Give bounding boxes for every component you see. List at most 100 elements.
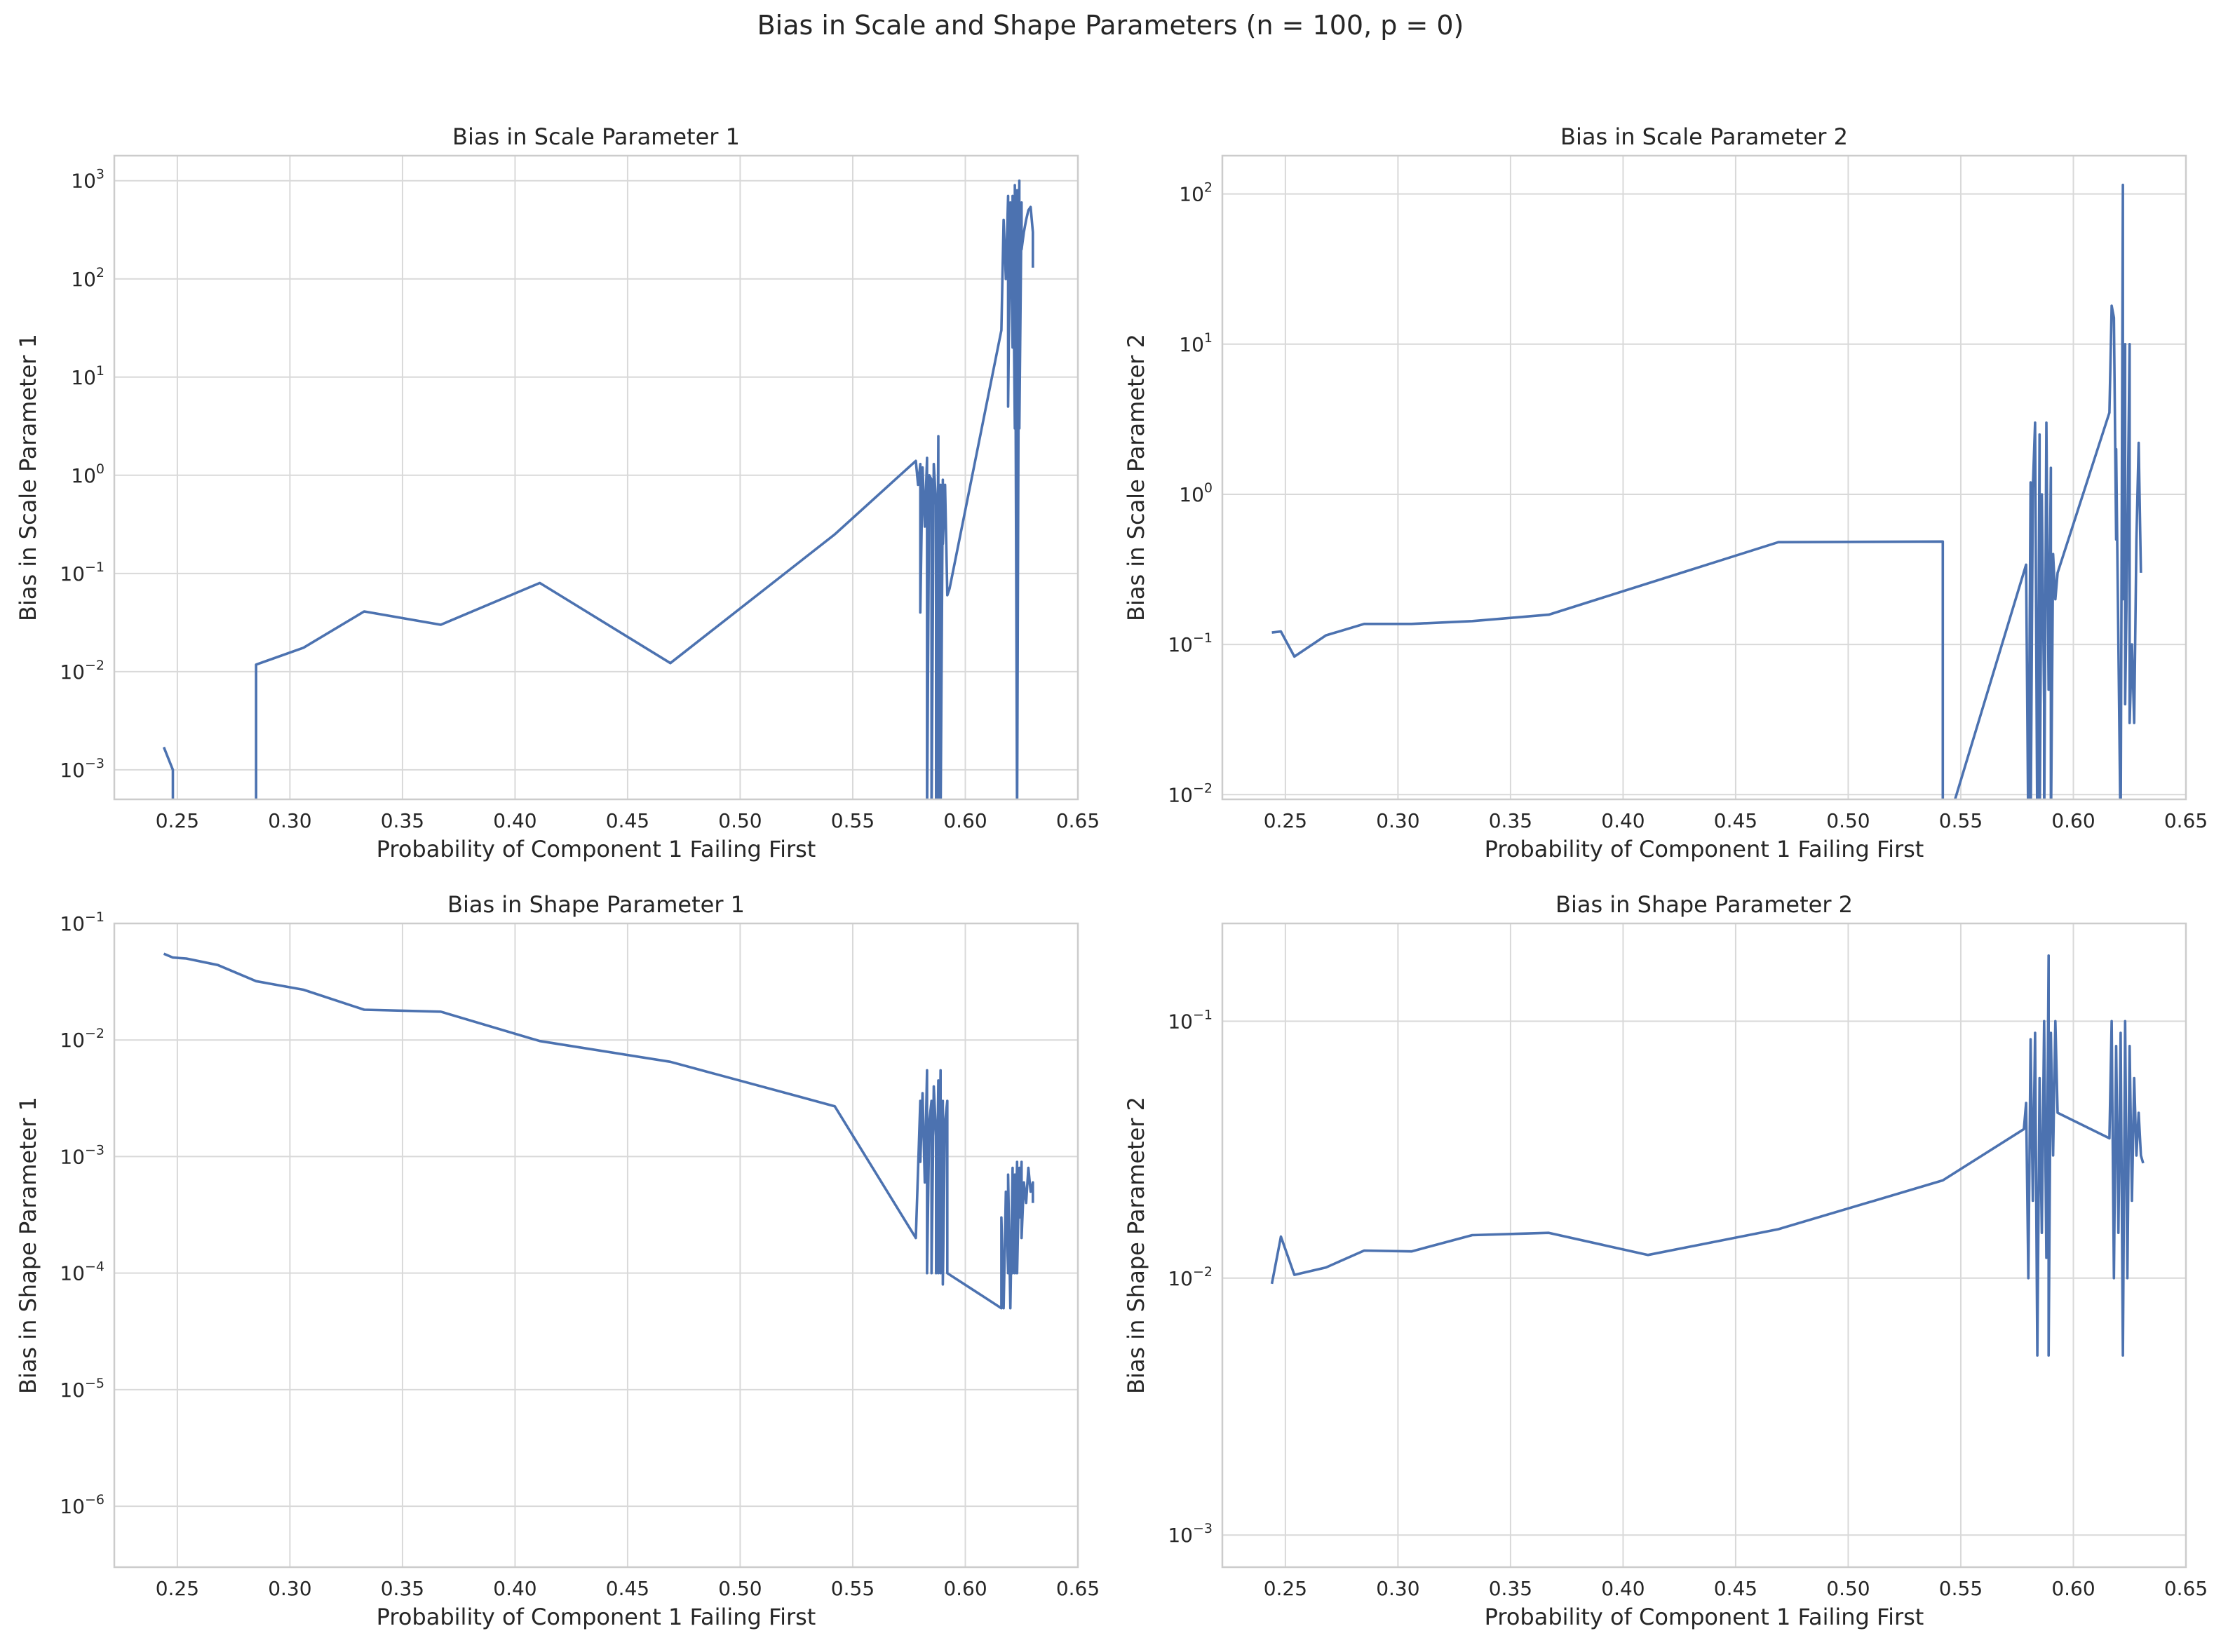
y-tick-label: 101 [1179,330,1213,356]
y-tick-label: 10−6 [60,1492,104,1518]
panel-bias-shape-1: 0.25 0.30 0.35 0.40 0.45 0.50 0.55 0.60 0.6510−6… [15,891,1100,1630]
x-tick-label: 0.65 [2164,809,2208,832]
x-tick-label: 0.45 [1714,1577,1757,1600]
panel-bias-shape-2: 0.25 0.30 0.35 0.40 0.45 0.50 0.55 0.60 0.6510−3… [1123,891,2208,1630]
x-axis-label: Probability of Component 1 Failing First [1485,1604,1924,1630]
y-tick-exponent: −2 [85,658,104,673]
x-tick-label: 0.60 [943,1577,987,1600]
y-tick-label: 103 [71,167,104,193]
x-tick-label: 0.25 [156,1577,199,1600]
series-line [1270,954,2145,1357]
x-tick-label: 0.40 [493,1577,536,1600]
y-tick-label: 100 [1179,480,1213,506]
y-tick-exponent: −2 [1193,1264,1213,1280]
y-tick-base: 10 [1168,783,1193,806]
y-tick-base: 10 [1179,183,1204,206]
y-tick-exponent: −6 [85,1492,104,1508]
y-tick-label: 10−4 [60,1259,104,1285]
y-axis-label: Bias in Scale Parameter 2 [1123,334,1149,621]
panel-title: Bias in Shape Parameter 2 [1555,891,1853,918]
y-tick-exponent: −3 [85,756,104,771]
x-tick-label: 0.50 [718,809,762,832]
y-tick-exponent: −5 [85,1376,104,1391]
x-tick-label: 0.55 [1939,809,1983,832]
y-tick-label: 10−3 [60,756,104,782]
y-tick-label: 102 [1179,180,1213,206]
y-tick-exponent: −3 [1193,1521,1213,1536]
x-tick-label: 0.60 [2051,1577,2095,1600]
y-tick-base: 10 [71,464,96,487]
x-tick-label: 0.45 [1714,809,1757,832]
y-tick-exponent: −2 [85,1026,104,1041]
x-tick-label: 0.65 [2164,1577,2208,1600]
figure-title: Bias in Scale and Shape Parameters (n = … [757,10,1464,41]
x-tick-label: 0.50 [1826,809,1870,832]
y-tick-label: 10−2 [60,1026,104,1052]
y-tick-exponent: −4 [85,1259,104,1275]
x-tick-label: 0.55 [831,809,875,832]
x-axis-label: Probability of Component 1 Failing First [377,1604,816,1630]
x-tick-label: 0.25 [1264,809,1307,832]
y-tick-exponent: −2 [1193,780,1213,796]
x-tick-label: 0.40 [1601,809,1645,832]
y-axis-label: Bias in Shape Parameter 2 [1123,1097,1149,1394]
y-tick-label: 100 [71,461,104,487]
x-tick-label: 0.65 [1056,809,1100,832]
y-tick-base: 10 [71,268,96,291]
x-axis-label: Probability of Component 1 Failing First [377,836,816,862]
x-tick-label: 0.45 [606,809,649,832]
x-tick-label: 0.25 [1264,1577,1307,1600]
y-tick-label: 10−2 [60,658,104,684]
y-tick-label: 10−1 [1168,1007,1213,1033]
y-tick-base: 10 [60,1379,85,1402]
y-tick-exponent: −1 [1193,630,1213,646]
y-tick-exponent: −1 [85,560,104,575]
y-tick-label: 10−2 [1168,1264,1213,1290]
y-tick-label: 10−1 [1168,630,1213,656]
y-tick-base: 10 [60,1145,85,1168]
y-tick-base: 10 [1179,333,1204,356]
x-tick-label: 0.60 [2051,809,2095,832]
x-tick-label: 0.30 [1376,1577,1419,1600]
y-tick-base: 10 [60,912,85,935]
y-tick-exponent: 1 [96,363,104,379]
x-tick-label: 0.50 [718,1577,762,1600]
x-tick-label: 0.25 [156,809,199,832]
x-tick-label: 0.35 [1489,809,1532,832]
series-line [162,179,1034,799]
y-tick-base: 10 [71,366,96,389]
x-tick-label: 0.35 [1489,1577,1532,1600]
y-tick-label: 10−1 [60,909,104,935]
y-tick-label: 10−3 [60,1142,104,1168]
y-tick-base: 10 [1179,483,1204,506]
axes-frame [113,922,1079,1569]
y-tick-exponent: 2 [96,265,104,280]
y-tick-base: 10 [1168,1267,1193,1290]
y-tick-exponent: 1 [1204,330,1213,346]
y-tick-label: 102 [71,265,104,291]
y-tick-base: 10 [60,759,85,782]
x-tick-label: 0.50 [1826,1577,1870,1600]
y-tick-label: 10−2 [1168,780,1213,806]
y-tick-base: 10 [60,562,85,585]
y-tick-base: 10 [60,661,85,684]
panel-title: Bias in Scale Parameter 1 [452,123,740,150]
y-tick-exponent: −1 [85,909,104,925]
y-tick-exponent: 2 [1204,180,1213,196]
x-tick-label: 0.30 [268,1577,311,1600]
axes-frame [1221,154,2187,801]
series-line [1271,183,2142,799]
axes-frame [113,154,1079,801]
y-tick-label: 10−3 [1168,1521,1213,1547]
y-tick-label: 10−1 [60,560,104,585]
y-tick-base: 10 [71,170,96,193]
x-tick-label: 0.55 [1939,1577,1983,1600]
x-tick-label: 0.35 [381,809,424,832]
y-axis-label: Bias in Shape Parameter 1 [15,1097,41,1394]
y-axis-label: Bias in Scale Parameter 1 [15,334,41,621]
x-tick-label: 0.30 [1376,809,1419,832]
x-tick-label: 0.60 [943,809,987,832]
y-tick-exponent: 0 [1204,480,1213,496]
y-tick-exponent: 0 [96,461,104,477]
